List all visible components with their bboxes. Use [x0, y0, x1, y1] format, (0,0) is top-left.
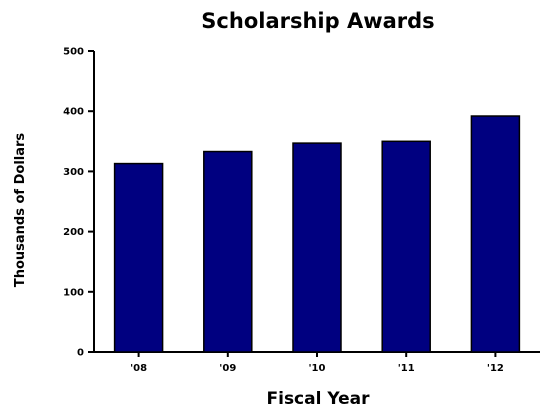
x-axis: '08 '09 '10 '11 '12 [94, 351, 540, 374]
x-tick-label: '09 [219, 363, 236, 374]
x-tick-label: '11 [398, 363, 415, 374]
bar-3 [381, 140, 431, 353]
y-tick-label: 200 [63, 227, 84, 238]
x-tick-label: '10 [309, 363, 326, 374]
bar-4 [470, 115, 521, 353]
y-tick-label: 400 [63, 107, 84, 118]
bar-1 [203, 150, 253, 353]
chart-title: Scholarship Awards [201, 9, 434, 33]
x-tick-label: '12 [487, 363, 504, 374]
y-axis: 0 100 200 300 400 500 [63, 47, 95, 359]
bar-2 [292, 142, 342, 353]
y-axis-title: Thousands of Dollars [13, 133, 28, 288]
y-tick-label: 300 [63, 167, 84, 178]
y-tick-label: 500 [63, 47, 84, 58]
bars-group [113, 115, 521, 353]
y-tick-label: 100 [63, 287, 84, 298]
bar-0 [113, 162, 164, 353]
y-tick-label: 0 [77, 348, 84, 359]
x-tick-label: '08 [130, 363, 147, 374]
x-axis-title: Fiscal Year [267, 389, 371, 409]
